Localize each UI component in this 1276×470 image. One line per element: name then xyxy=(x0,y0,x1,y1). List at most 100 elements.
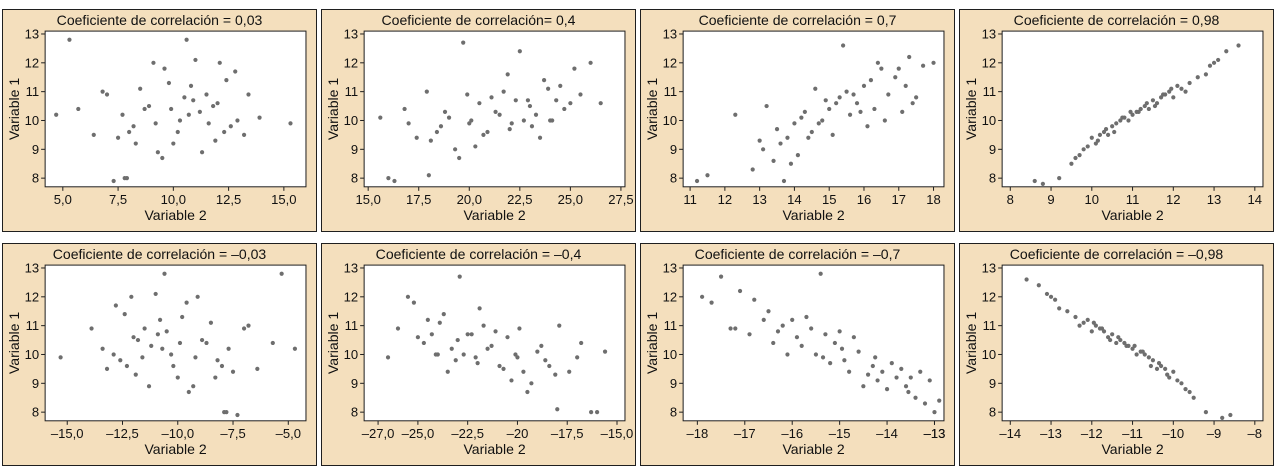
data-point xyxy=(1195,75,1200,80)
data-point xyxy=(1091,320,1096,325)
scatter-panel-5: Coeficiente de correlación = –0,03 8 9 10 11… xyxy=(2,243,317,466)
data-point xyxy=(1156,361,1162,366)
y-tick-label: 8 xyxy=(351,405,358,420)
y-tick-label: 8 xyxy=(670,171,677,186)
data-point xyxy=(567,369,572,374)
data-point xyxy=(525,98,531,103)
data-point xyxy=(270,340,275,346)
data-point xyxy=(806,135,811,140)
x-tick-label: –18 xyxy=(686,426,708,441)
data-point xyxy=(206,121,211,126)
data-point xyxy=(1150,98,1156,103)
data-point xyxy=(142,326,147,331)
data-point xyxy=(1128,109,1133,114)
data-point xyxy=(1085,144,1090,149)
data-point xyxy=(521,118,526,123)
data-point xyxy=(820,355,826,360)
data-point xyxy=(424,89,429,94)
data-point xyxy=(764,103,769,109)
data-point xyxy=(1124,343,1129,348)
data-point xyxy=(543,358,548,363)
data-point xyxy=(1048,294,1054,299)
data-point xyxy=(1077,323,1082,328)
data-point xyxy=(780,323,785,328)
y-tick-label: 10 xyxy=(344,347,359,362)
data-point xyxy=(809,129,814,135)
data-point xyxy=(865,372,871,377)
x-tick-label: 17,5 xyxy=(406,192,431,207)
data-point xyxy=(133,141,138,146)
data-point xyxy=(889,361,894,366)
data-point xyxy=(485,346,490,351)
data-point xyxy=(1207,63,1213,68)
scatter-panel-2: Coeficiente de correlación= 0,4 8 9 10 11 12 1… xyxy=(321,9,636,232)
data-point xyxy=(1110,124,1115,129)
x-tick-label: 18 xyxy=(926,192,941,207)
data-point xyxy=(837,95,842,100)
data-point xyxy=(1150,358,1156,363)
data-point xyxy=(1163,366,1168,372)
data-point xyxy=(509,121,514,126)
x-tick-label: 15,0 xyxy=(271,192,296,207)
data-point xyxy=(578,92,583,97)
y-tick-label: 10 xyxy=(663,113,678,128)
data-point xyxy=(572,66,577,71)
y-tick-label: 9 xyxy=(989,142,996,157)
data-point xyxy=(446,115,452,120)
data-point xyxy=(539,343,544,348)
data-point xyxy=(903,384,909,389)
data-point xyxy=(699,294,705,299)
data-point xyxy=(473,144,478,149)
data-point xyxy=(1161,92,1166,97)
x-tick-label: 12 xyxy=(718,192,733,207)
x-tick-label: –11 xyxy=(1122,426,1143,441)
data-point xyxy=(1179,381,1184,386)
data-point xyxy=(858,109,863,114)
data-point xyxy=(1144,101,1149,106)
y-tick-label: 13 xyxy=(344,260,359,275)
data-point xyxy=(1024,277,1029,282)
data-point xyxy=(910,101,915,106)
data-point xyxy=(169,106,174,112)
data-point xyxy=(515,355,520,360)
y-tick-label: 8 xyxy=(989,171,996,186)
data-point xyxy=(113,303,118,308)
data-point xyxy=(757,138,762,143)
y-axis-label: Variable 1 xyxy=(963,312,979,374)
data-point xyxy=(288,121,293,126)
data-point xyxy=(213,138,218,143)
x-tick-label: –12,5 xyxy=(106,426,139,441)
x-tick-label: –9 xyxy=(1207,426,1222,441)
data-point xyxy=(169,352,174,357)
data-point xyxy=(1211,60,1217,65)
y-tick-label: 10 xyxy=(982,347,997,362)
data-point xyxy=(441,312,446,317)
data-point xyxy=(558,83,563,88)
data-point xyxy=(435,352,440,357)
data-point xyxy=(122,176,127,181)
data-point xyxy=(186,389,191,395)
data-point xyxy=(1187,389,1192,395)
data-point xyxy=(489,343,494,348)
data-point xyxy=(733,112,738,117)
data-point xyxy=(120,112,125,117)
data-point xyxy=(750,167,755,172)
data-point xyxy=(160,155,165,161)
data-point xyxy=(705,173,710,178)
data-point xyxy=(718,274,724,279)
data-point xyxy=(222,129,227,135)
x-tick-label: –25,0 xyxy=(402,426,435,441)
x-axis-label: Variable 2 xyxy=(782,441,844,457)
chart-title: Coeficiente de correlación = –0,98 xyxy=(1010,246,1224,262)
data-point xyxy=(461,352,466,357)
y-tick-label: 11 xyxy=(664,318,678,333)
data-point xyxy=(900,109,905,114)
data-point xyxy=(1081,320,1086,325)
y-tick-label: 8 xyxy=(989,405,996,420)
x-tick-label: 15 xyxy=(822,192,837,207)
data-point xyxy=(501,366,506,372)
data-point xyxy=(138,86,143,91)
data-point xyxy=(834,101,839,106)
data-point xyxy=(175,129,180,135)
